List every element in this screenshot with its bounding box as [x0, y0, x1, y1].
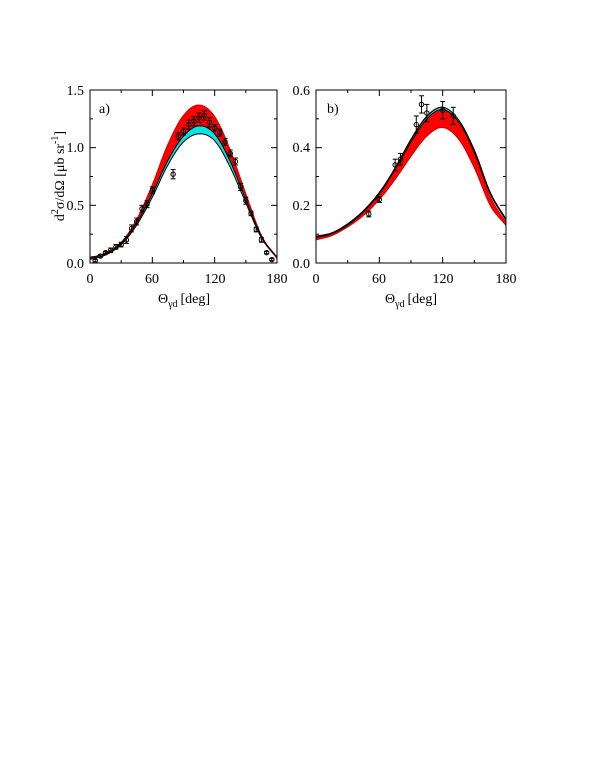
panel-b-data-point — [439, 107, 446, 113]
panel-a-data-point — [180, 128, 187, 135]
panel-a-ytick-1.0: 1.0 — [67, 141, 85, 156]
panel-a-data-point — [102, 249, 109, 256]
panel-a-data-point — [170, 171, 176, 177]
panel-a-data-point — [237, 184, 244, 190]
panel-b-band-wide-area — [316, 107, 506, 240]
panel-b-band-wide-lower-line — [315, 127, 507, 241]
panel-a-data-point — [243, 198, 249, 204]
panel-b-data-point — [418, 101, 425, 108]
panel-a-xtick-0: 0 — [87, 272, 94, 287]
panel-b-ticks — [315, 89, 507, 264]
panel-b-ytick-0.2: 0.2 — [293, 199, 311, 214]
panel-a-data-point — [222, 139, 228, 145]
panel-a-data-point — [128, 225, 135, 232]
panel-a-data-point — [232, 158, 239, 165]
panel-a-band-narrow-area — [90, 125, 277, 259]
panel-b-data-point — [392, 162, 398, 168]
panel-a-data-point — [211, 125, 218, 131]
panel-a-plot-area — [89, 104, 278, 264]
panel-b-data-point — [413, 121, 419, 128]
panel-a-data-point — [196, 114, 202, 121]
panel-b-xlabel: Θγd [deg] — [385, 292, 437, 310]
panel-b-xtick-0: 0 — [313, 272, 320, 287]
panel-b-xtick-180: 180 — [496, 272, 517, 287]
panel-a-ytick-1.5: 1.5 — [67, 84, 85, 99]
panel-b-xtick-120: 120 — [433, 272, 454, 287]
panel-a-xtick-180: 180 — [267, 272, 288, 287]
panel-a-band-narrow-upper-line — [89, 125, 278, 258]
panel-b-frame — [315, 89, 507, 264]
panel-a-ylabel: d2σ/dΩ [μb sr-1] — [50, 131, 68, 221]
panel-a-data-point — [185, 121, 192, 128]
panel-a-xtick-120: 120 — [205, 272, 226, 287]
panel-a: a) 0 60 120 180 0.0 0.5 1.0 1.5 Θγd [deg]… — [50, 84, 288, 310]
panel-a-ticks — [89, 89, 278, 264]
panel-b-data-point — [376, 196, 383, 203]
panel-a-xtick-60: 60 — [145, 272, 159, 287]
panel-b-label: b) — [327, 102, 339, 117]
panel-a-data-point — [217, 129, 223, 136]
panel-a-data-point — [123, 237, 130, 243]
panel-a-ytick-0: 0.0 — [67, 257, 85, 272]
panel-a-data-point — [258, 237, 265, 243]
panel-a-data-point — [201, 112, 207, 119]
panel-a-data-point — [206, 119, 213, 125]
panel-a-data-point — [253, 226, 259, 233]
panel-a-xlabel: Θγd [deg] — [158, 292, 210, 310]
panel-a-data-point — [144, 201, 150, 207]
panel-b-band-narrow-upper-line — [315, 106, 507, 237]
panel-b: b) 0 60 120 180 0.0 0.2 0.4 0.6 Θγd [deg] — [293, 84, 517, 310]
panel-a-data-point — [97, 253, 104, 259]
panel-b-ytick-0: 0.0 — [293, 257, 311, 272]
panel-b-band-narrow-lower-line — [315, 109, 507, 238]
panel-b-plot-area — [315, 95, 507, 241]
panel-a-data-point — [134, 218, 140, 225]
panel-b-xtick-60: 60 — [372, 272, 386, 287]
panel-a-data-point — [113, 244, 119, 250]
panel-a-data-point — [263, 249, 270, 256]
panel-a-label: a) — [99, 102, 110, 117]
panel-b-data-point — [424, 110, 430, 116]
panel-a-data-point — [191, 118, 197, 124]
panel-a-ytick-0.5: 0.5 — [67, 199, 85, 214]
panel-b-ytick-0.4: 0.4 — [293, 141, 311, 156]
panel-b-ytick-0.6: 0.6 — [293, 84, 311, 99]
panel-a-data-point — [149, 187, 156, 194]
panel-a-data-point — [269, 256, 275, 263]
panel-b-data-point — [450, 113, 456, 119]
panel-a-data-point — [248, 210, 254, 217]
panel-a-data-point — [139, 206, 145, 212]
panel-b-data-point — [397, 156, 404, 162]
panel-a-band-narrow-lower-line — [89, 133, 278, 259]
panel-a-data-point — [108, 247, 114, 254]
panel-a-data-point — [118, 241, 124, 248]
panel-a-data-point — [227, 150, 233, 157]
panel-b-data-point — [366, 211, 372, 217]
panel-a-data-point — [175, 133, 182, 139]
panel-a-band-wide-lower-line — [89, 126, 278, 260]
